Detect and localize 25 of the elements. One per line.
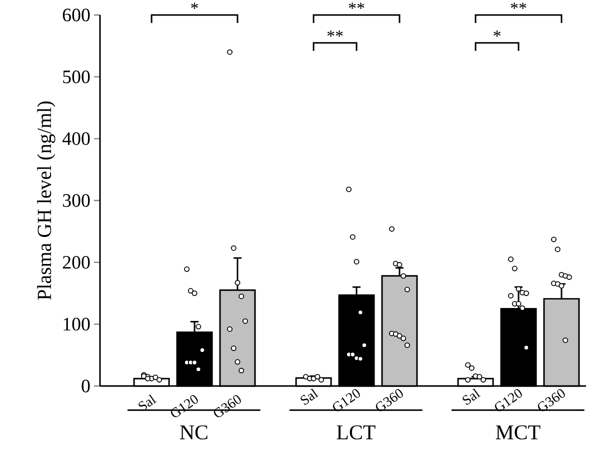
y-tick-label: 200 [62,256,90,269]
text: ** [348,2,364,9]
text: ** [510,2,526,9]
y-tick-label: 300 [62,194,90,207]
annotation: * [494,30,500,37]
y-tick-label: 100 [64,318,90,331]
y-tick-label: 500 [63,70,90,84]
x-tick-label: Sal [138,394,157,411]
x-tick-label: G120 [332,389,360,412]
x-axis-title: NC [180,425,208,440]
x-tick-label: Sal [462,388,481,405]
x-tick-label: G360 [376,389,403,412]
y-tick-label: 400 [62,132,90,146]
y-axis-title: Plasma GH level (ng/ml) [37,101,56,300]
x-tick-label: G120 [170,395,198,418]
x-tick-label: Sal [300,388,319,405]
y-tick-label: 600 [62,8,90,22]
x-tick-label: G360 [214,395,241,418]
y-tick-label: 0 [82,380,90,392]
x-axis-title: MCT [496,425,540,440]
annotation: ** [327,30,343,37]
x-tick-label: G360 [538,389,565,412]
x-axis-title: LCT [336,425,376,440]
text: * [191,2,198,9]
x-tick-label: G120 [494,389,522,412]
